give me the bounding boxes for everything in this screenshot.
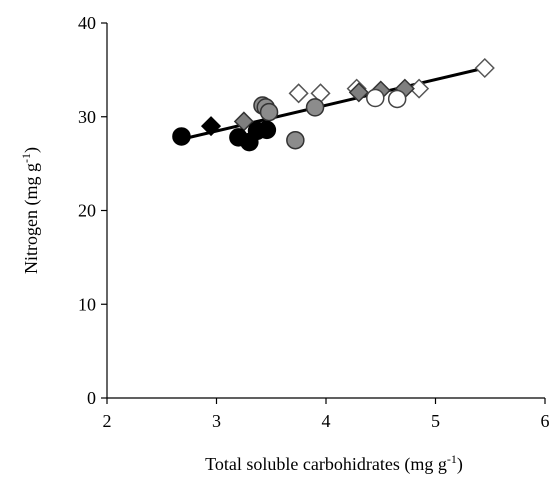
open-diamond-point — [288, 83, 309, 104]
gray-circle-point — [305, 98, 325, 117]
trendline — [181, 66, 486, 141]
x-axis-title-end: ) — [457, 454, 463, 475]
data-points — [172, 57, 495, 152]
x-axis-title-main: Total soluble carbohidrates (mg g — [205, 454, 447, 475]
x-axis-title: Total soluble carbohidrates (mg g-1) — [205, 452, 463, 475]
y-tick-label: 10 — [78, 294, 96, 314]
open-diamond-point — [474, 57, 495, 79]
open-circle-point — [366, 88, 385, 108]
y-tick-label: 0 — [87, 388, 96, 408]
y-tick-label: 30 — [78, 107, 96, 127]
x-tick-label: 5 — [431, 411, 440, 431]
gray-diamond-point — [348, 82, 369, 103]
y-axis-title: Nitrogen (mg g-1) — [19, 147, 42, 274]
y-axis-title-main: Nitrogen (mg g — [21, 163, 42, 274]
black-circle-point — [257, 120, 277, 140]
ticks: 0 10 20 30 40 2 3 4 5 6 — [78, 13, 550, 431]
black-diamond-point — [200, 116, 222, 137]
axes — [106, 23, 545, 399]
y-axis-title-sup: -1 — [19, 153, 33, 163]
gray-circle-point — [259, 102, 279, 122]
x-tick-label: 2 — [103, 411, 112, 431]
y-tick-label: 20 — [78, 201, 96, 221]
y-tick-label: 40 — [78, 13, 96, 33]
trendline-group — [181, 66, 486, 141]
black-circle-point — [172, 127, 191, 146]
x-tick-label: 6 — [541, 411, 550, 431]
open-circle-point — [387, 89, 407, 109]
x-tick-label: 4 — [322, 411, 331, 431]
gray-circle-point — [286, 130, 305, 150]
open-diamond-point — [409, 78, 430, 99]
x-axis-title-sup: -1 — [447, 452, 457, 466]
x-tick-label: 3 — [212, 411, 221, 431]
y-axis-title-end: ) — [21, 147, 42, 153]
